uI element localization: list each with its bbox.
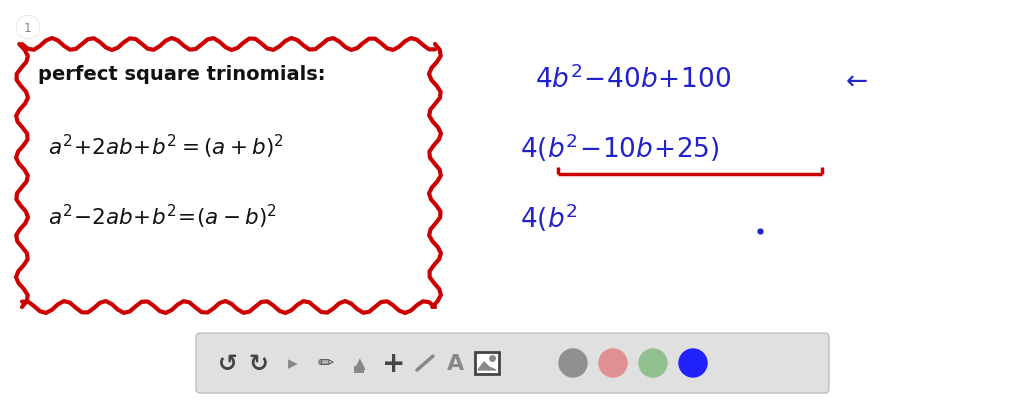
Circle shape — [559, 349, 587, 377]
Text: $\mathit{a}^2\!-\!2\mathit{ab}\!+\!\mathit{b}^2\!=\!(\mathit{a}-\mathit{b})^2$: $\mathit{a}^2\!-\!2\mathit{ab}\!+\!\math… — [48, 202, 276, 230]
Text: 1: 1 — [24, 21, 32, 34]
Text: perfect square trinomials:: perfect square trinomials: — [38, 65, 326, 84]
Text: A: A — [447, 353, 465, 373]
Text: $\mathit{a}^2\!+\!2\mathit{ab}\!+\!\mathit{b}^2 = (\mathit{a}+\mathit{b})^2$: $\mathit{a}^2\!+\!2\mathit{ab}\!+\!\math… — [48, 132, 284, 160]
Text: $\leftarrow$: $\leftarrow$ — [840, 68, 867, 94]
Bar — [354, 366, 364, 373]
Text: +: + — [382, 349, 406, 377]
Text: ▸: ▸ — [288, 354, 298, 373]
Text: $4(b^2\!-\!10b\!+\!25)$: $4(b^2\!-\!10b\!+\!25)$ — [520, 131, 720, 164]
Polygon shape — [478, 362, 496, 370]
Text: $4b^2\!-\!40b\!+\!100$: $4b^2\!-\!40b\!+\!100$ — [535, 65, 731, 94]
Text: ↻: ↻ — [248, 351, 268, 375]
Text: ↺: ↺ — [218, 351, 238, 375]
Circle shape — [679, 349, 707, 377]
Text: $4(b^2$: $4(b^2$ — [520, 201, 578, 233]
FancyBboxPatch shape — [196, 333, 829, 393]
Text: ▲: ▲ — [354, 356, 366, 371]
Text: ✏: ✏ — [317, 354, 334, 373]
Circle shape — [599, 349, 627, 377]
FancyBboxPatch shape — [475, 352, 499, 374]
Circle shape — [639, 349, 667, 377]
Circle shape — [17, 17, 39, 39]
